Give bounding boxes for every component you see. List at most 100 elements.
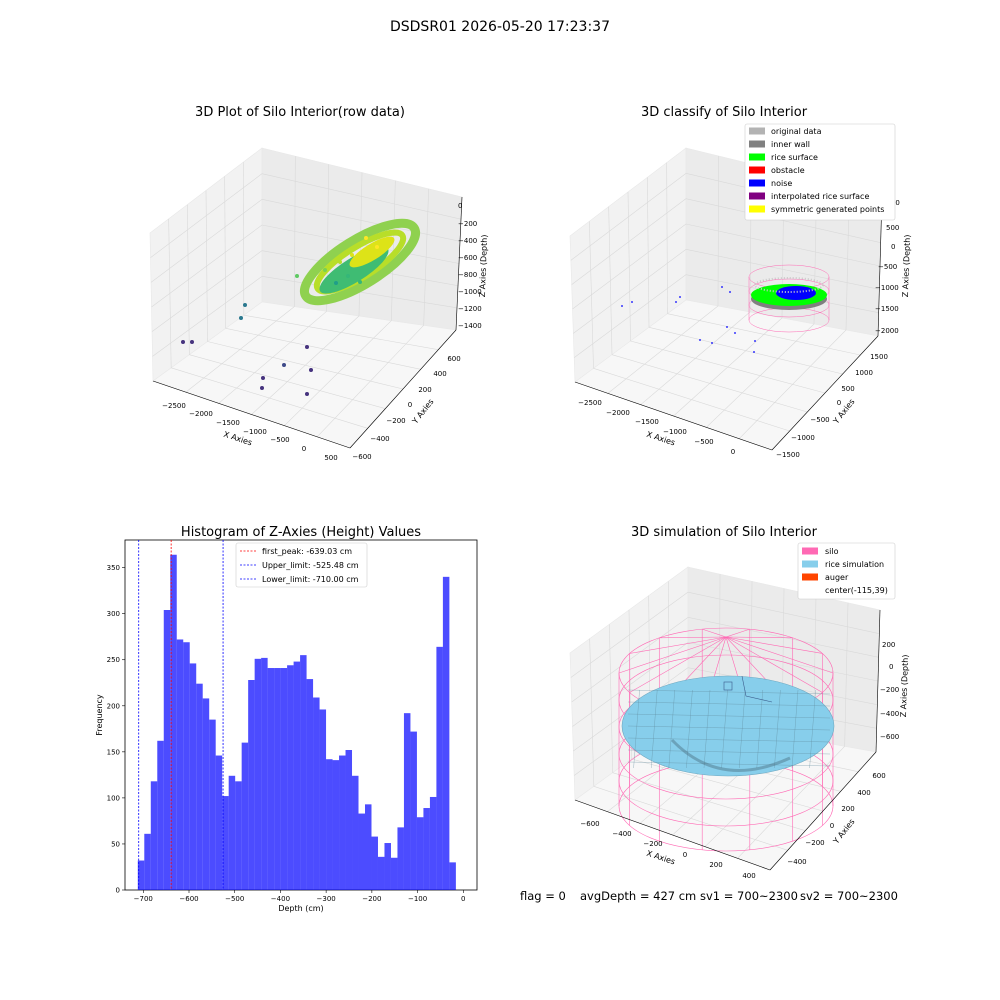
- status-line: flag = 0 avgDepth = 427 cm sv1 = 700~230…: [520, 889, 898, 903]
- grid-line: [630, 340, 826, 394]
- sim-mesh-line: [627, 761, 831, 767]
- raw-x-axis: −2500 −2000 −1500 −1000 −500 0 500 X Axi…: [152, 380, 351, 462]
- legend-swatch-interpolated: [749, 192, 765, 200]
- classify-noise-points: [621, 286, 756, 353]
- histogram-bar: [163, 610, 171, 890]
- classify-z-tick: −500: [878, 263, 897, 271]
- histogram-y-tick-label: 100: [107, 794, 120, 802]
- classify-noise-point: [711, 342, 713, 344]
- classify-noise-point: [734, 332, 736, 334]
- histogram-bar: [176, 639, 184, 890]
- classify-x-axis-line: [574, 381, 773, 451]
- sim-x-tick: −600: [580, 820, 599, 828]
- classify-noise-point: [699, 339, 701, 341]
- sim-mesh-line: [627, 689, 831, 695]
- histogram-x-tick-label: −300: [317, 895, 336, 903]
- legend-label-obstacle: obstacle: [771, 166, 805, 175]
- sim-mesh-line: [756, 689, 763, 769]
- histogram-bar: [397, 827, 404, 890]
- classify-noise-point: [753, 351, 755, 353]
- histogram-bar: [215, 755, 223, 890]
- histogram-bar: [429, 796, 437, 890]
- sim-silo-roof-rib: [629, 636, 727, 693]
- histogram-bar: [274, 668, 281, 890]
- legend-label-rice-simulation: rice simulation: [825, 560, 884, 569]
- histogram-bar: [150, 781, 158, 890]
- grid-line: [187, 204, 190, 355]
- histogram-bar: [222, 796, 229, 890]
- raw-scatter-point: [239, 316, 243, 320]
- raw-scatter-point: [338, 260, 342, 264]
- classify-y-tick: 500: [841, 385, 854, 393]
- histogram-y-tick-label: 200: [107, 702, 120, 710]
- raw-scatter-point: [305, 345, 309, 349]
- raw-x-tick: −2000: [189, 410, 213, 418]
- simulation-plot-title: 3D simulation of Silo Interior: [631, 525, 818, 540]
- grid-line: [225, 328, 421, 370]
- grid-line: [205, 190, 208, 342]
- histogram-bar: [306, 679, 314, 890]
- classify-point-cloud: [621, 264, 830, 353]
- histogram-bar: [377, 856, 385, 890]
- classify-y-tick: 1000: [855, 369, 873, 377]
- sim-auger-marker: [723, 675, 773, 703]
- sim-mesh-line: [627, 749, 831, 755]
- grid-line: [189, 354, 386, 409]
- raw-y-axis-label: Y Axies: [410, 397, 436, 426]
- sim-x-tick: 400: [742, 872, 755, 880]
- histogram-y-tick-label: 150: [107, 748, 120, 756]
- histogram-x-axis-label: Depth (cm): [278, 904, 323, 913]
- status-flag: flag = 0: [520, 889, 566, 903]
- histogram-x-ticks: −700 −600 −500 −400 −300 −200 −100 0: [134, 890, 466, 903]
- classify-z-tick: −2000: [875, 327, 899, 335]
- raw-scatter-point: [181, 340, 185, 344]
- raw-z-tick: −200: [458, 220, 477, 228]
- classify-noise-patch: [776, 286, 816, 300]
- grid-line: [717, 155, 719, 307]
- classify-noise-point: [754, 340, 756, 342]
- sim-mesh-line: [627, 713, 831, 719]
- classify-y-tick: −1000: [791, 434, 815, 442]
- classify-original-top: [754, 277, 824, 293]
- raw-y-tick: −600: [352, 453, 371, 461]
- raw-z-tick: −800: [458, 271, 477, 279]
- classify-z-tick: −1000: [875, 284, 899, 292]
- histogram-bar: [436, 646, 443, 890]
- raw-x-tick: −500: [270, 436, 289, 444]
- sim-silo-roof-rib: [725, 636, 834, 674]
- sim-y-tick: 600: [872, 772, 885, 780]
- sim-z-tick: 0: [889, 663, 893, 671]
- legend-swatch-silo: [802, 547, 818, 555]
- sim-y-axis-line: [769, 751, 877, 871]
- raw-ring-outer: [299, 218, 421, 306]
- raw-x-tick: −2500: [162, 402, 186, 410]
- grid-line: [593, 368, 790, 432]
- panel-histogram: Histogram of Z-Axies (Height) Values −70…: [95, 525, 478, 913]
- raw-z-tick: −600: [458, 254, 477, 262]
- histogram-bar: [313, 697, 320, 890]
- sim-mesh-line: [627, 701, 831, 707]
- raw-point-cloud: [181, 218, 421, 396]
- raw-scatter-point: [350, 253, 354, 257]
- legend-label-interpolated: interpolated rice surface: [771, 192, 869, 201]
- grid-line: [612, 772, 806, 831]
- panel-simulation-3d: 3D simulation of Silo Interior −600 −400: [569, 525, 910, 880]
- legend-label-noise: noise: [771, 179, 792, 188]
- histogram-bar: [144, 833, 151, 890]
- histogram-title: Histogram of Z-Axies (Height) Values: [181, 525, 421, 540]
- sim-silo-roof-rib: [725, 636, 823, 693]
- raw-y-axis-line: [349, 329, 457, 449]
- sim-x-tick: 0: [683, 851, 687, 859]
- grid-line: [611, 354, 808, 413]
- histogram-bar: [196, 683, 203, 890]
- histogram-bar: [300, 655, 307, 890]
- histogram-bar: [254, 658, 262, 890]
- histogram-x-tick-label: −200: [362, 895, 381, 903]
- raw-x-tick: 0: [302, 445, 306, 453]
- histogram-bar: [416, 817, 424, 890]
- legend-swatch-auger: [802, 573, 818, 581]
- histogram-legend-frame: [235, 542, 368, 588]
- sim-silo-roof-rib: [702, 628, 727, 638]
- histogram-bar: [267, 668, 275, 890]
- sim-z-axis-label: Z Axies (Depth): [899, 654, 910, 717]
